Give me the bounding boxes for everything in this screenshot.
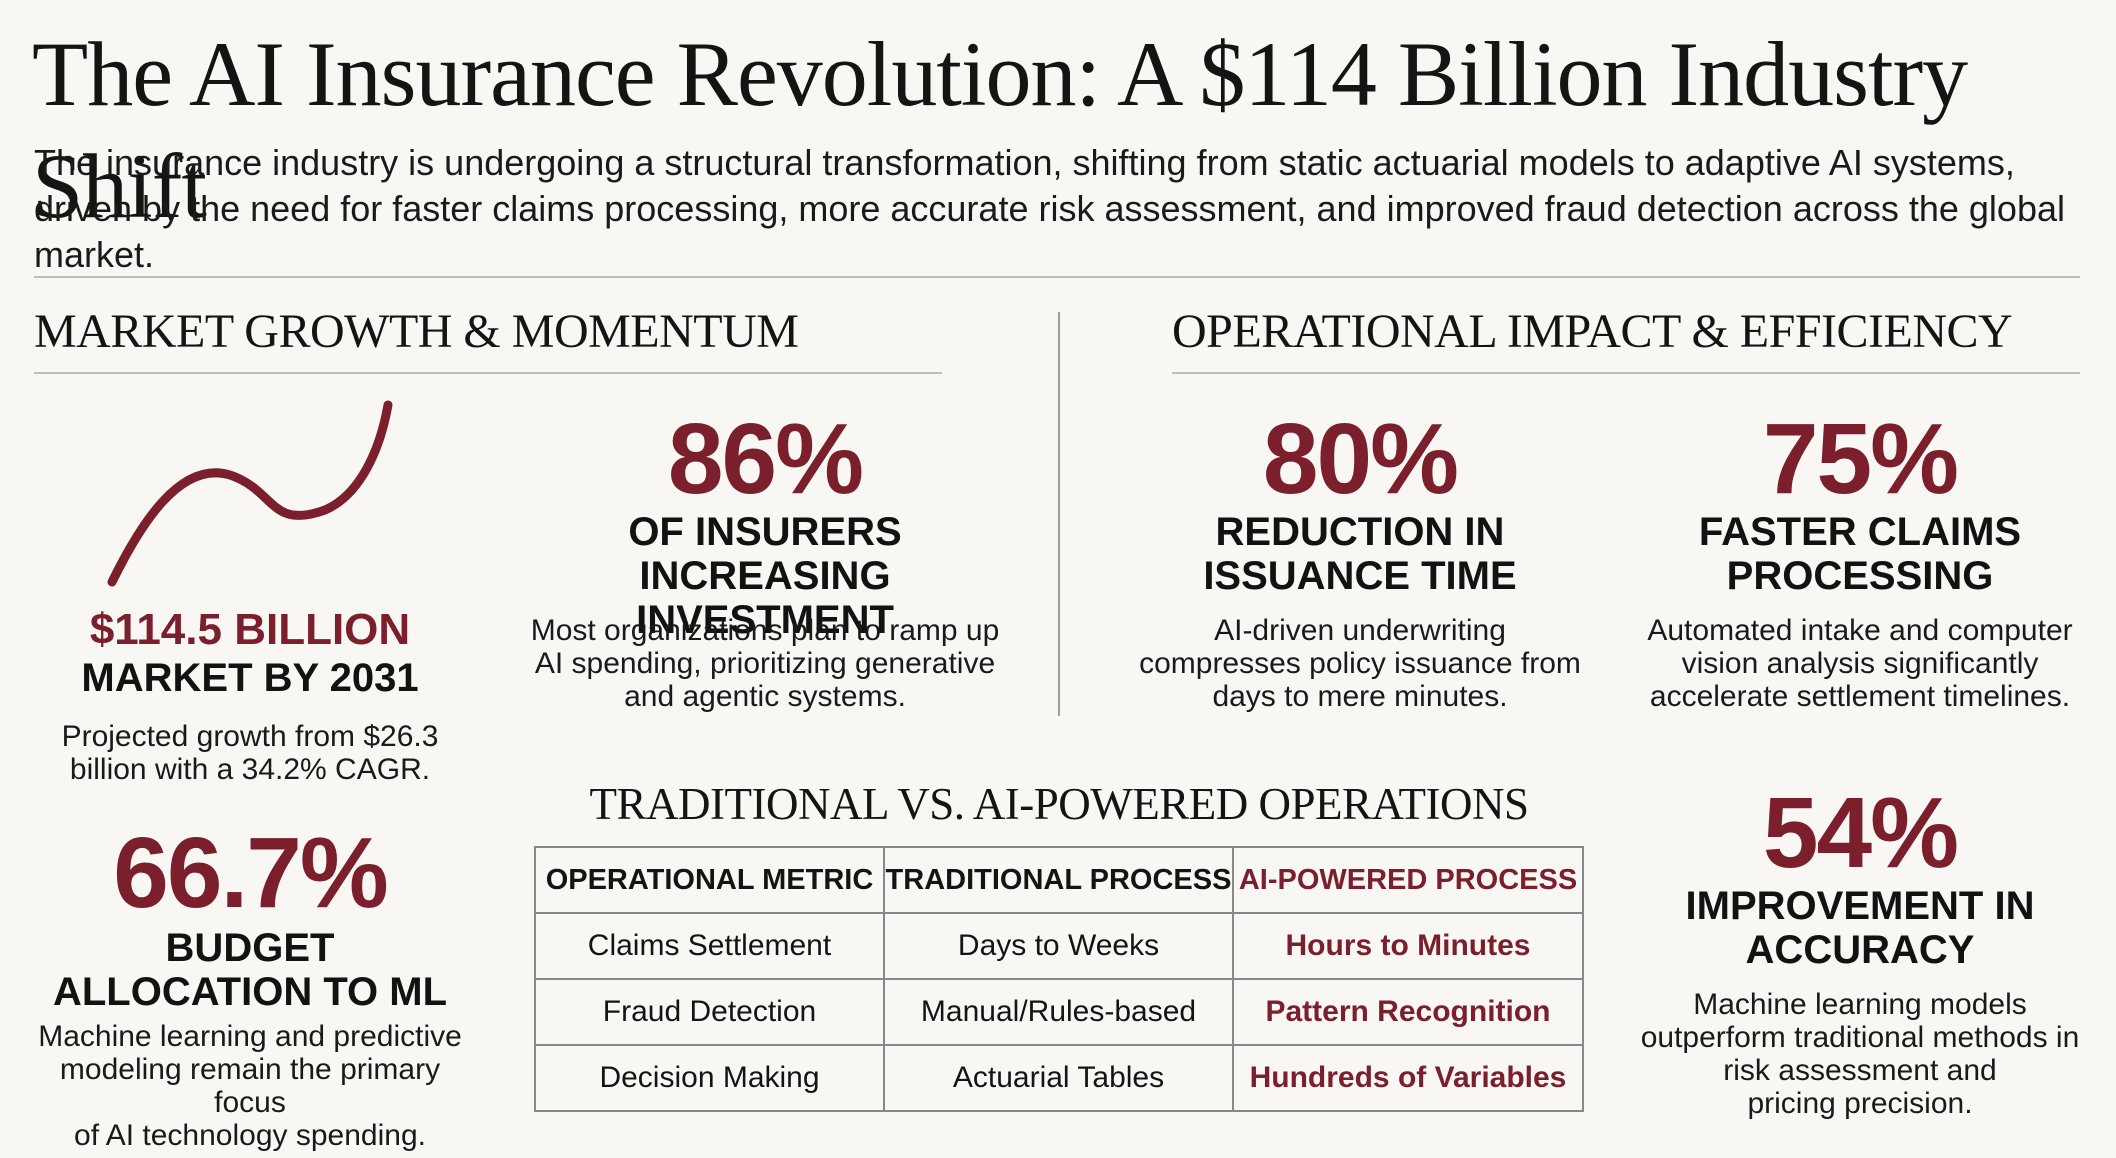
claims-label: FASTER CLAIMS PROCESSING: [1698, 510, 2022, 598]
section-divider: [1058, 312, 1060, 716]
market-section-heading: MARKET GROWTH & MOMENTUM: [34, 305, 799, 358]
claims-percentage: 75%: [1762, 403, 1959, 515]
trend-line-icon: [107, 400, 393, 587]
issuance-percentage: 80%: [1262, 403, 1459, 515]
accuracy-description: Machine learning models outperform tradi…: [1640, 988, 2080, 1120]
market-heading-rule: [34, 372, 942, 374]
table-cell: Hundreds of Variables: [1232, 1044, 1584, 1112]
intro-paragraph: The insurance industry is undergoing a s…: [34, 142, 2065, 275]
header-divider: [34, 276, 2080, 278]
market-label: MARKET BY 2031: [81, 656, 419, 700]
operational-heading-rule: [1172, 372, 2080, 374]
table-cell: Days to Weeks: [883, 912, 1234, 980]
column-header: OPERATIONAL METRIC: [534, 846, 885, 914]
table-cell: Pattern Recognition: [1232, 978, 1584, 1046]
table-cell: Fraud Detection: [534, 978, 885, 1046]
table-cell: Hours to Minutes: [1232, 912, 1584, 980]
operational-section-heading: OPERATIONAL IMPACT & EFFICIENCY: [1172, 305, 2013, 358]
page-title: The AI Insurance Revolution: A $114 Bill…: [32, 23, 1968, 237]
investment-description: Most organizations plan to ramp up AI sp…: [530, 614, 1000, 713]
market-value: $114.5 BILLION: [89, 605, 411, 654]
table-row: Fraud Detection Manual/Rules-based Patte…: [534, 978, 1584, 1046]
claims-description: Automated intake and computer vision ana…: [1647, 614, 2073, 713]
accuracy-label: IMPROVEMENT IN ACCURACY: [1685, 884, 2035, 972]
budget-percentage: 66.7%: [113, 817, 389, 929]
table-cell: Decision Making: [534, 1044, 885, 1112]
comparison-heading: TRADITIONAL VS. AI-POWERED OPERATIONS: [589, 779, 1529, 829]
table-cell: Claims Settlement: [534, 912, 885, 980]
budget-label: BUDGET ALLOCATION TO ML: [52, 926, 448, 1014]
column-header: AI-POWERED PROCESS: [1232, 846, 1584, 914]
column-header: TRADITIONAL PROCESS: [883, 846, 1234, 914]
issuance-label: REDUCTION IN ISSUANCE TIME: [1203, 510, 1517, 598]
market-description: Projected growth from $26.3 billion with…: [61, 720, 439, 786]
investment-percentage: 86%: [667, 403, 864, 515]
table-row: Decision Making Actuarial Tables Hundred…: [534, 1044, 1584, 1112]
budget-description: Machine learning and predictive modeling…: [38, 1020, 462, 1152]
table-cell: Actuarial Tables: [883, 1044, 1234, 1112]
table-cell: Manual/Rules-based: [883, 978, 1234, 1046]
issuance-description: AI-driven underwriting compresses policy…: [1139, 614, 1581, 713]
accuracy-percentage: 54%: [1762, 777, 1959, 889]
table-row: Claims Settlement Days to Weeks Hours to…: [534, 912, 1584, 980]
comparison-table: OPERATIONAL METRIC TRADITIONAL PROCESS A…: [534, 846, 1584, 1112]
investment-label: OF INSURERS INCREASING INVESTMENT: [628, 510, 902, 642]
table-header-row: OPERATIONAL METRIC TRADITIONAL PROCESS A…: [534, 846, 1584, 914]
